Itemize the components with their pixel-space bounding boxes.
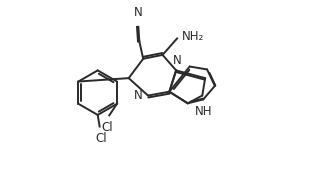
Text: N: N [173, 54, 182, 67]
Text: NH₂: NH₂ [182, 30, 204, 43]
Text: Cl: Cl [101, 121, 113, 134]
Text: NH: NH [194, 105, 212, 118]
Text: Cl: Cl [96, 132, 107, 145]
Text: N: N [134, 89, 142, 102]
Text: N: N [134, 6, 143, 19]
